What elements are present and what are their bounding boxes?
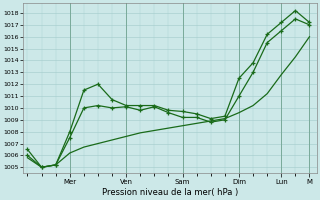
X-axis label: Pression niveau de la mer( hPa ): Pression niveau de la mer( hPa ) bbox=[102, 188, 238, 197]
